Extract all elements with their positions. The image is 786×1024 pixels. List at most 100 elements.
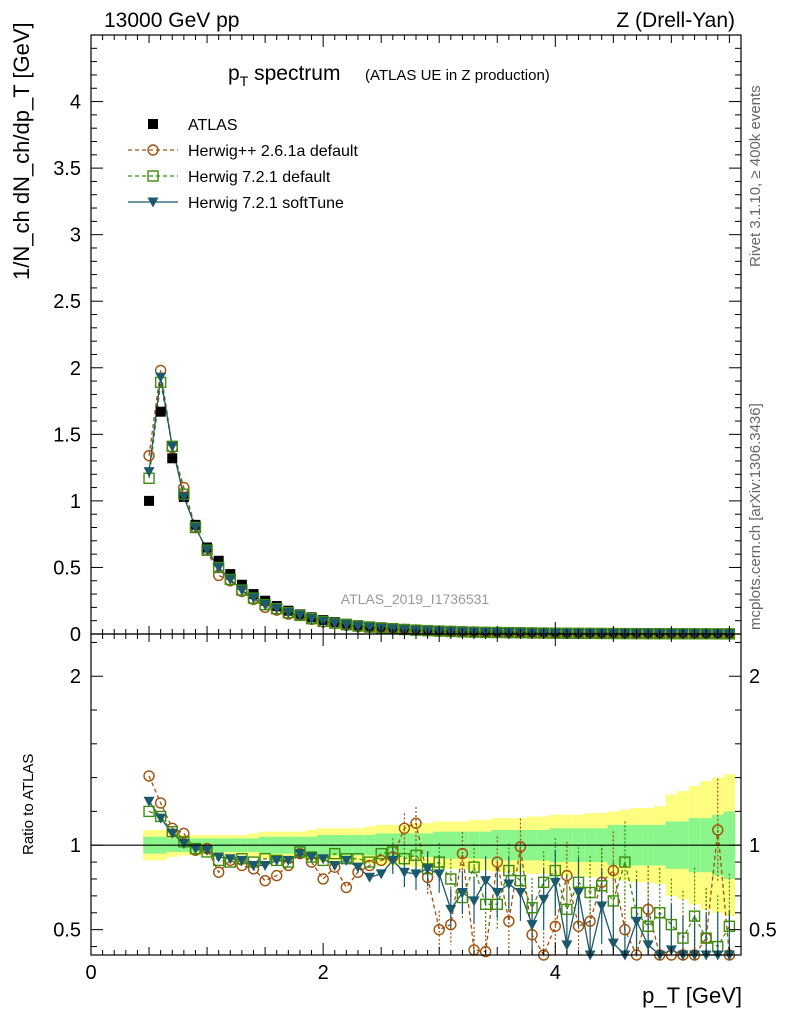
main-point-softtune	[271, 604, 283, 615]
ratio-point-herwig721	[619, 856, 631, 868]
ratio-point-herwig721	[398, 853, 411, 865]
main-y-tick-label: 0.5	[53, 557, 81, 579]
ratio-point-softtune	[480, 876, 492, 887]
x-tick-label: 0	[85, 962, 96, 984]
ratio-point-herwig721	[537, 876, 550, 889]
ratio-point-herwig721	[514, 874, 527, 887]
ratio-point-herwig261	[154, 797, 167, 809]
ratio-point-softtune	[236, 855, 248, 866]
ratio-point-herwig261	[375, 854, 387, 867]
panel-labels: pT spectrum (ATLAS UE in Z production) AT…	[228, 62, 742, 1008]
main-point-atlas	[144, 495, 155, 506]
ratio-point-softtune	[549, 877, 561, 888]
x-tick-label: 4	[550, 962, 561, 984]
header-right-label: Z (Drell-Yan)	[616, 9, 735, 32]
ratio-point-herwig261	[317, 873, 329, 885]
legend-marker-herwig721	[147, 170, 159, 182]
main-point-softtune	[259, 600, 271, 611]
ratio-point-herwig721	[584, 886, 596, 899]
main-y-tick-label: 3.5	[53, 158, 81, 180]
legend: ATLAS Herwig++ 2.6.1a default Herwig 7.2.1…	[128, 117, 358, 212]
ratio-y-tick-label-right: 2	[749, 666, 760, 688]
main-point-softtune	[155, 372, 167, 383]
main-point-softtune	[166, 441, 178, 452]
ratio-point-herwig261	[712, 824, 724, 836]
main-point-softtune	[189, 523, 201, 534]
ratio-point-softtune	[282, 855, 294, 866]
x-axis-label: p_T [GeV]	[642, 983, 742, 1008]
ratio-point-herwig261	[456, 847, 469, 860]
ratio-point-softtune	[143, 796, 155, 807]
main-point-softtune	[340, 620, 352, 631]
ratio-point-herwig721	[561, 903, 573, 916]
ratio-point-softtune	[491, 887, 503, 898]
ratio-point-herwig261	[514, 841, 527, 853]
ratio-point-herwig261	[410, 817, 422, 829]
main-point-softtune	[248, 593, 259, 604]
ratio-point-herwig261	[607, 864, 620, 877]
legend-label-atlas: ATLAS	[188, 117, 238, 134]
ratio-point-softtune	[364, 872, 376, 883]
main-point-softtune	[236, 585, 248, 596]
ratio-point-herwig721	[329, 847, 341, 860]
ratio-point-herwig721	[375, 847, 387, 860]
main-point-softtune	[317, 616, 329, 627]
main-point-softtune	[224, 574, 236, 585]
main-point-softtune	[282, 608, 294, 619]
ratio-point-softtune	[352, 862, 364, 873]
main-point-atlas	[167, 453, 178, 464]
ratio-point-softtune	[398, 867, 410, 878]
ratio-point-softtune	[189, 844, 201, 855]
ratio-point-herwig261	[619, 923, 631, 936]
x-tick-label: 2	[318, 962, 329, 984]
ratio-point-herwig721	[549, 864, 561, 877]
ratio-y-tick-label: 1	[70, 835, 81, 857]
ratio-point-herwig721	[607, 895, 620, 907]
ratio-point-herwig721	[665, 918, 678, 931]
main-point-softtune	[329, 618, 341, 629]
ratio-point-softtune	[526, 920, 538, 931]
ratio-point-herwig721	[445, 873, 457, 885]
main-y-tick-label: 1.5	[53, 424, 81, 446]
ratio-point-herwig261	[178, 827, 190, 840]
ratio-point-herwig261	[398, 822, 411, 834]
ratio-point-softtune	[410, 869, 422, 880]
ratio-point-softtune	[375, 869, 387, 880]
ratio-point-softtune	[178, 838, 190, 849]
ratio-point-herwig721	[468, 861, 480, 873]
ratio-point-herwig721	[677, 932, 689, 944]
ratio-point-softtune	[317, 854, 329, 865]
main-point-softtune	[352, 621, 364, 632]
main-point-softtune	[201, 545, 213, 556]
ratio-point-softtune	[306, 852, 318, 863]
ratio-point-softtune	[642, 940, 654, 951]
ratio-point-softtune	[538, 894, 550, 905]
main-point-softtune	[364, 622, 376, 633]
main-point-softtune	[294, 610, 306, 621]
ratio-point-herwig261	[433, 923, 445, 936]
ratio-line-herwig261	[148, 775, 731, 957]
ratio-point-softtune	[596, 901, 608, 912]
ratio-point-softtune	[468, 896, 480, 907]
main-point-softtune	[213, 562, 225, 573]
ratio-point-softtune	[445, 904, 457, 915]
ratio-point-herwig261	[259, 874, 271, 887]
main-y-tick-label: 4	[70, 92, 81, 114]
ratio-point-herwig721	[503, 864, 515, 877]
main-point-atlas	[155, 406, 166, 417]
ratio-point-herwig261	[445, 918, 457, 931]
ratio-point-herwig261	[584, 915, 596, 927]
main-y-tick-label: 1	[70, 491, 81, 513]
ratio-point-softtune	[433, 869, 445, 880]
ratio-point-herwig261	[212, 866, 225, 878]
main-point-softtune	[306, 614, 318, 625]
ratio-point-softtune	[329, 860, 341, 871]
title-sub: T	[240, 73, 249, 89]
main-y-tick-label: 3	[70, 225, 81, 247]
ratio-point-herwig721	[363, 856, 376, 868]
ratio-point-softtune	[561, 940, 573, 951]
ratio-point-herwig721	[654, 907, 666, 919]
chart-subtitle: (ATLAS UE in Z production)	[365, 67, 550, 84]
header-left-label: 13000 GeV pp	[104, 9, 240, 32]
ratio-point-herwig721	[433, 856, 445, 868]
